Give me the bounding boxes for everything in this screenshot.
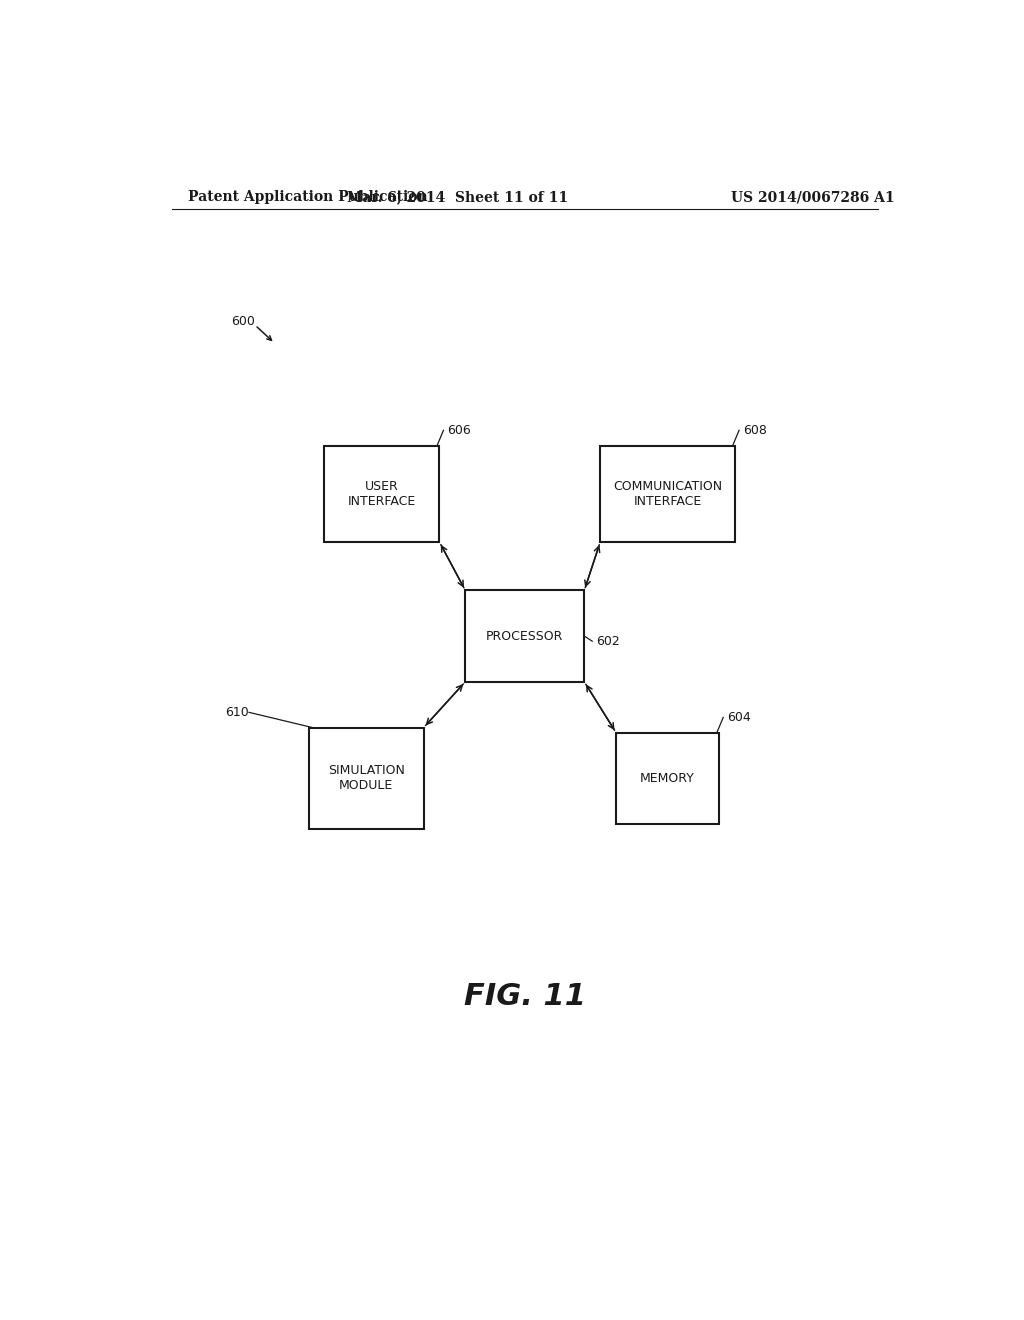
Text: Patent Application Publication: Patent Application Publication [187,190,427,205]
Text: FIG. 11: FIG. 11 [464,982,586,1011]
Bar [325,446,439,543]
Bar [600,446,735,543]
Text: PROCESSOR: PROCESSOR [486,630,563,643]
Text: USER
INTERFACE: USER INTERFACE [348,479,416,508]
Text: 600: 600 [231,314,255,327]
Bar [308,727,424,829]
Text: SIMULATION
MODULE: SIMULATION MODULE [328,764,404,792]
Text: MEMORY: MEMORY [640,772,695,785]
Text: 604: 604 [727,711,751,723]
Bar [465,590,585,682]
Text: 606: 606 [447,424,471,437]
Bar [616,733,719,824]
Text: Mar. 6, 2014  Sheet 11 of 11: Mar. 6, 2014 Sheet 11 of 11 [347,190,568,205]
Text: US 2014/0067286 A1: US 2014/0067286 A1 [731,190,895,205]
Text: 602: 602 [596,635,620,648]
Text: COMMUNICATION
INTERFACE: COMMUNICATION INTERFACE [613,479,722,508]
Text: 608: 608 [743,424,767,437]
Text: 610: 610 [225,706,249,719]
